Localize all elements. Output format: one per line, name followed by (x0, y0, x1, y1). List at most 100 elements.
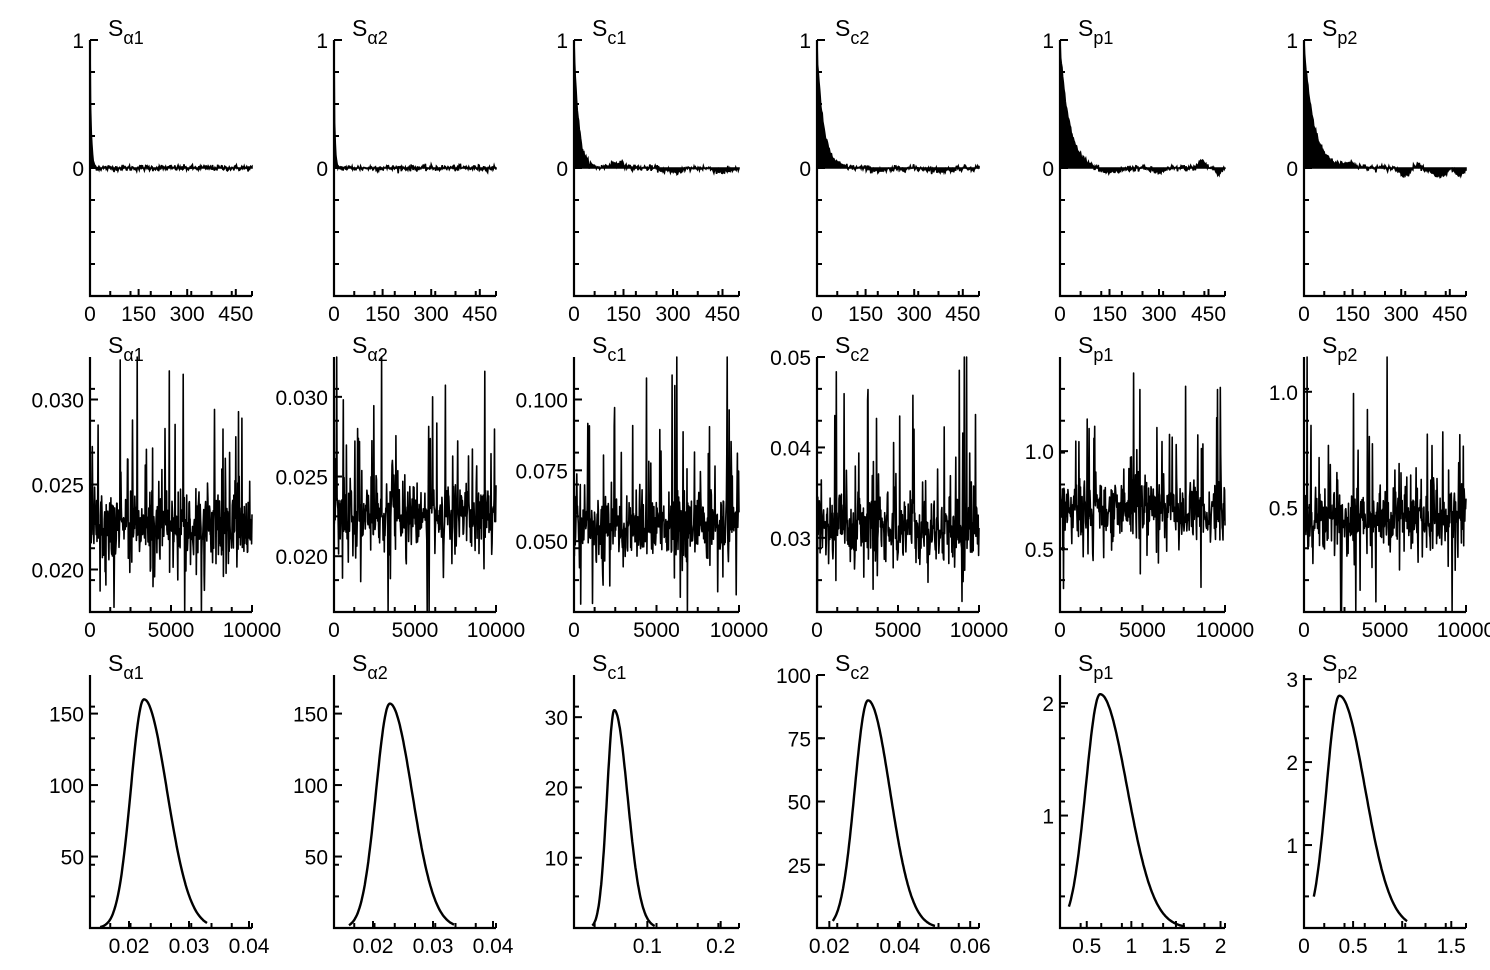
panel-title-sub: c1 (607, 345, 626, 365)
panel-title-sub: c1 (607, 28, 626, 48)
x-tick-label: 0 (568, 619, 580, 642)
axis-lines (572, 675, 739, 930)
acf-series (333, 39, 497, 175)
x-tick-label: 1 (1396, 935, 1408, 958)
acf-series (89, 39, 253, 174)
y-tick-label: 0.020 (275, 546, 328, 569)
y-tick-label: 0 (1042, 158, 1054, 181)
panel-title: Sα1 (108, 332, 144, 365)
y-tick-label: 0 (316, 158, 328, 181)
y-tick-label: 0.050 (515, 531, 568, 554)
y-tick-label: 25 (788, 855, 811, 878)
x-tick-label: 0 (1298, 303, 1310, 326)
x-tick-label: 0.04 (229, 935, 270, 958)
panel-density-6: Sp2 0 0.5 1 1.5 3 2 1 (1286, 650, 1467, 958)
trace-series (333, 356, 497, 613)
x-tick-label: 300 (414, 303, 449, 326)
panel-acf-1: Sα1 0 150 300 450 1 0 (72, 15, 253, 326)
x-tick-label: 150 (365, 303, 400, 326)
y-tick-label: 75 (788, 728, 811, 751)
panel-title: Sc2 (835, 15, 869, 48)
y-tick-label: 1 (799, 30, 811, 53)
y-tick-label: 1 (556, 30, 568, 53)
x-tick-label: 10000 (1437, 619, 1490, 642)
panel-title-sub: α1 (123, 663, 143, 683)
x-tick-label: 150 (1092, 303, 1127, 326)
y-tick-label: 100 (776, 665, 811, 688)
y-tick-label: 3 (1286, 669, 1298, 692)
panel-trace-3: Sc1 0 5000 10000 0.100 0.075 0.050 (515, 332, 768, 642)
panel-title: Sc2 (835, 650, 869, 683)
x-tick-label: 0.03 (413, 935, 454, 958)
x-tick-label: 450 (1432, 303, 1467, 326)
y-tick-label: 150 (49, 704, 84, 727)
acf-series (1059, 39, 1226, 178)
axis-lines (88, 675, 252, 930)
panel-title-main: S (1078, 332, 1093, 358)
x-tick-label: 0 (811, 303, 823, 326)
x-tick-label: 450 (218, 303, 253, 326)
panel-title: Sp1 (1078, 332, 1113, 365)
x-tick-label: 0.5 (1338, 935, 1367, 958)
axis-lines (815, 357, 979, 614)
x-tick-label: 5000 (633, 619, 680, 642)
y-tick-label: 0.030 (31, 390, 84, 413)
trace-series (1303, 356, 1467, 613)
panel-title: Sc2 (835, 332, 869, 365)
panel-title-sub: p2 (1337, 28, 1357, 48)
trace-series (1059, 372, 1226, 590)
y-tick-label: 0.5 (1269, 498, 1298, 521)
density-curve (1312, 694, 1408, 923)
axis-lines (332, 675, 496, 930)
x-tick-label: 5000 (1119, 619, 1166, 642)
x-tick-label: 0.04 (879, 935, 920, 958)
panel-title: Sα2 (352, 15, 388, 48)
y-tick-label: 1.0 (1269, 382, 1298, 405)
panel-acf-5: Sp1 0 150 300 450 1 0 (1042, 15, 1226, 326)
y-tick-label: 100 (49, 775, 84, 798)
x-tick-label: 150 (848, 303, 883, 326)
panel-title-main: S (1322, 650, 1337, 676)
panel-title-sub: p2 (1337, 663, 1357, 683)
panel-title-sub: c2 (850, 28, 869, 48)
x-tick-label: 0.02 (809, 935, 850, 958)
x-tick-label: 300 (897, 303, 932, 326)
y-tick-label: 0.020 (31, 560, 84, 583)
x-tick-label: 450 (945, 303, 980, 326)
panel-title-main: S (108, 650, 123, 676)
panel-title: Sα1 (108, 650, 144, 683)
x-tick-label: 150 (606, 303, 641, 326)
panel-title-main: S (108, 332, 123, 358)
density-curve (831, 699, 936, 928)
panel-acf-2: Sα2 0 150 300 450 1 0 (316, 15, 497, 326)
y-tick-label: 100 (293, 775, 328, 798)
y-tick-label: 1 (1286, 30, 1298, 53)
panel-title: Sp2 (1322, 332, 1357, 365)
panel-trace-4: Sc2 0 5000 10000 0.05 0.04 0.03 (770, 332, 1008, 642)
panel-title-sub: c2 (850, 345, 869, 365)
x-tick-label: 300 (170, 303, 205, 326)
y-tick-label: 50 (788, 792, 811, 815)
panel-title-sub: p1 (1093, 28, 1113, 48)
y-tick-label: 0 (799, 158, 811, 181)
panel-acf-6: Sp2 0 150 300 450 1 0 (1286, 15, 1467, 326)
panel-trace-1: Sα1 0 5000 10000 0.030 0.025 0.020 (31, 332, 281, 642)
panel-title-main: S (592, 332, 607, 358)
acf-series (1303, 39, 1467, 179)
panel-title: Sα2 (352, 332, 388, 365)
panel-trace-6: Sp2 0 5000 10000 1.0 0.5 (1269, 332, 1490, 642)
panel-title: Sc1 (592, 332, 626, 365)
y-tick-label: 50 (305, 847, 328, 870)
x-tick-label: 300 (1141, 303, 1176, 326)
panel-title: Sα2 (352, 650, 388, 683)
panel-title: Sp2 (1322, 15, 1357, 48)
panel-title-main: S (352, 650, 367, 676)
trace-series (816, 356, 980, 612)
panel-acf-3: Sc1 0 150 300 450 1 0 (556, 15, 740, 326)
x-tick-label: 0 (1054, 303, 1066, 326)
x-tick-label: 0.2 (706, 935, 735, 958)
y-tick-label: 0.025 (275, 467, 328, 490)
x-tick-label: 2 (1215, 935, 1227, 958)
x-tick-label: 5000 (875, 619, 922, 642)
x-tick-label: 0.04 (473, 935, 514, 958)
